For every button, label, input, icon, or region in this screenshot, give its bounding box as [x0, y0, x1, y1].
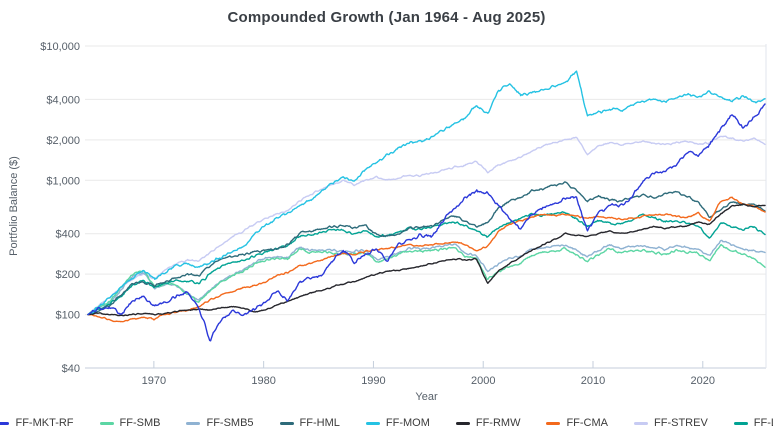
series-line-ff-mkt-rf[interactable]	[87, 103, 766, 342]
legend-label: FF-CMA	[566, 417, 608, 429]
y-tick-label: $4,000	[46, 94, 80, 106]
series-line-ff-mom[interactable]	[87, 70, 766, 316]
legend-item-ff-ltrev[interactable]: FF-LTREV	[733, 417, 773, 429]
legend-label: FF-MKT-RF	[15, 417, 74, 429]
legend-item-ff-hml[interactable]: FF-HML	[279, 417, 340, 429]
legend-swatch-icon	[279, 421, 294, 425]
x-tick-label: 1980	[251, 375, 275, 387]
legend-item-ff-smb[interactable]: FF-SMB	[99, 417, 161, 429]
legend-swatch-icon	[733, 421, 748, 425]
legend-item-ff-rmw[interactable]: FF-RMW	[455, 417, 521, 429]
legend-label: FF-RMW	[475, 417, 521, 429]
y-tick-label: $10,000	[40, 41, 80, 53]
legend-swatch-icon	[186, 421, 201, 425]
legend-item-ff-mom[interactable]: FF-MOM	[365, 417, 430, 429]
legend-swatch-icon	[99, 421, 114, 425]
series-line-ff-rmw[interactable]	[87, 203, 766, 317]
series-line-ff-smb[interactable]	[87, 243, 766, 316]
x-tick-label: 2000	[471, 375, 495, 387]
legend-item-ff-cma[interactable]: FF-CMA	[546, 417, 608, 429]
x-tick-label: 2010	[581, 375, 605, 387]
y-tick-label: $200	[56, 269, 80, 281]
y-tick-label: $100	[56, 310, 80, 322]
y-tick-label: $2,000	[46, 135, 80, 147]
legend-swatch-icon	[634, 421, 648, 425]
y-tick-label: $40	[62, 363, 80, 375]
x-axis-title: Year	[415, 391, 438, 403]
legend-label: FF-SMB	[119, 417, 161, 429]
legend-swatch-icon	[546, 421, 561, 425]
legend-swatch-icon	[365, 421, 380, 425]
legend-swatch-icon	[455, 421, 470, 425]
legend-label: FF-LTREV	[753, 417, 773, 429]
chart-title: Compounded Growth (Jan 1964 - Aug 2025)	[227, 9, 546, 26]
series-line-ff-hml[interactable]	[87, 181, 766, 316]
legend-swatch-icon	[0, 421, 10, 425]
series-line-ff-cma[interactable]	[87, 196, 766, 323]
legend-label: FF-MOM	[385, 417, 430, 429]
legend-label: FF-SMB5	[206, 417, 254, 429]
legend-item-ff-strev[interactable]: FF-STREV	[634, 417, 708, 429]
legend-label: FF-STREV	[654, 417, 708, 429]
series-line-ff-ltrev[interactable]	[87, 211, 766, 316]
x-tick-label: 2020	[691, 375, 715, 387]
x-tick-label: 1970	[142, 375, 166, 387]
legend-label: FF-HML	[299, 417, 340, 429]
y-tick-label: $400	[56, 229, 80, 241]
series-line-ff-smb5[interactable]	[87, 239, 766, 316]
series-line-ff-strev[interactable]	[87, 135, 766, 316]
legend-item-ff-smb5[interactable]: FF-SMB5	[186, 417, 254, 429]
y-tick-label: $1,000	[46, 175, 80, 187]
x-tick-label: 1990	[361, 375, 385, 387]
legend-item-ff-mkt-rf[interactable]: FF-MKT-RF	[0, 417, 74, 429]
chart-legend: FF-MKT-RF FF-SMB FF-SMB5 FF-HML FF-MOM FF-RMW…	[0, 412, 773, 434]
